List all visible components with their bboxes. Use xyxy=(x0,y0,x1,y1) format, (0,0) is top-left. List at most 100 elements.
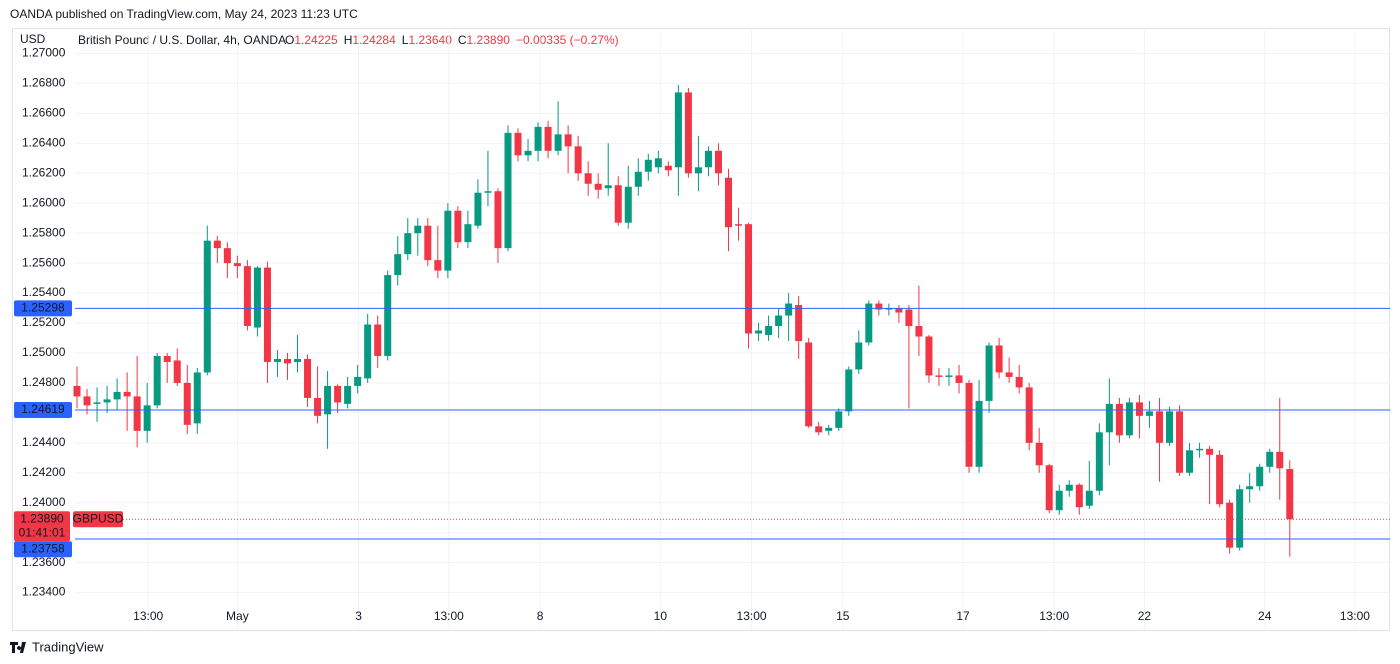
candle-body xyxy=(73,385,81,397)
last-price-box xyxy=(14,511,70,542)
candle-body xyxy=(173,360,181,383)
candle-body xyxy=(1095,432,1103,491)
y-tick-label: 1.26800 xyxy=(22,76,66,90)
candle-body xyxy=(304,358,312,398)
published-note: OANDA published on TradingView.com, May … xyxy=(10,7,358,21)
candle-body xyxy=(684,92,692,174)
candle-body xyxy=(524,150,532,156)
legend-change: −0.00335 (−0.27%) xyxy=(516,33,619,47)
candle-body xyxy=(564,134,572,147)
candle-body xyxy=(554,134,562,151)
candle-body xyxy=(283,358,291,364)
candle-body xyxy=(1015,376,1023,388)
candle-body xyxy=(494,191,502,249)
candle-body xyxy=(1216,454,1224,505)
candle-body xyxy=(1276,451,1284,469)
candle-body xyxy=(223,248,231,264)
candle-body xyxy=(103,399,111,403)
y-tick-label: 1.27000 xyxy=(22,46,66,60)
y-tick-label: 1.25800 xyxy=(22,225,66,239)
candle-body xyxy=(775,315,783,327)
candle-body xyxy=(1186,450,1194,473)
candle-body xyxy=(294,358,302,362)
horizontal-line-label: 1.25298 xyxy=(21,301,65,315)
x-tick-label: 13:00 xyxy=(1340,609,1370,623)
y-tick-label: 1.24800 xyxy=(22,375,66,389)
y-tick-label: 1.25400 xyxy=(22,285,66,299)
candle-body xyxy=(1165,411,1173,443)
candle-body xyxy=(674,92,682,168)
x-tick-label: 13:00 xyxy=(737,609,767,623)
candle-body xyxy=(1206,448,1214,455)
chart-frame xyxy=(12,28,1390,631)
legend-value: 1.24225 xyxy=(294,33,338,47)
candle-body xyxy=(654,158,662,168)
candle-body xyxy=(324,385,332,415)
candle-body xyxy=(875,303,883,310)
footer-logo: TradingView xyxy=(10,639,104,654)
candle-body xyxy=(514,132,522,156)
candle-body xyxy=(724,177,732,228)
candle-body xyxy=(664,165,672,171)
candle-body xyxy=(394,254,402,276)
candle-body xyxy=(694,167,702,174)
legend-key: L xyxy=(402,33,409,47)
candle-body xyxy=(1176,411,1184,473)
y-tick-label: 1.23600 xyxy=(22,555,66,569)
symbol-label: GBPUSD xyxy=(73,511,124,525)
candle-body xyxy=(534,126,542,151)
candle-body xyxy=(233,263,241,267)
y-tick-label: 1.26000 xyxy=(22,195,66,209)
x-tick-label: May xyxy=(226,609,249,623)
candle-body xyxy=(975,400,983,467)
candle-body xyxy=(133,396,141,431)
candle-body xyxy=(955,375,963,383)
y-tick-label: 1.25000 xyxy=(22,345,66,359)
candle-body xyxy=(855,342,863,370)
candle-body xyxy=(614,185,622,223)
candle-body xyxy=(714,150,722,174)
candle-body xyxy=(1256,466,1264,487)
candle-body xyxy=(1065,484,1073,491)
candle-body xyxy=(805,342,813,427)
y-tick-label: 1.24000 xyxy=(22,495,66,509)
candle-body xyxy=(1286,469,1294,520)
candle-body xyxy=(624,186,632,223)
candle-body xyxy=(1115,403,1123,436)
legend-value: 1.23890 xyxy=(467,33,511,47)
candle-body xyxy=(1236,489,1244,548)
y-tick-label: 1.24200 xyxy=(22,465,66,479)
candle-body xyxy=(384,275,392,356)
candle-body xyxy=(93,402,101,404)
x-tick-label: 13:00 xyxy=(434,609,464,623)
candle-body xyxy=(253,267,261,328)
candle-body xyxy=(644,159,652,172)
horizontal-line-box xyxy=(14,300,72,317)
candle-body xyxy=(574,146,582,174)
candle-body xyxy=(925,336,933,376)
candle-body xyxy=(945,375,953,377)
candle-body xyxy=(835,411,843,428)
x-tick-label: 22 xyxy=(1138,609,1152,623)
x-tick-label: 24 xyxy=(1258,609,1272,623)
x-tick-label: 10 xyxy=(654,609,668,623)
x-tick-label: 15 xyxy=(836,609,850,623)
candle-body xyxy=(334,385,342,403)
legend-key: O xyxy=(285,33,294,47)
candle-body xyxy=(464,224,472,243)
candle-body xyxy=(815,426,823,433)
candle-body xyxy=(193,372,201,424)
countdown-label: 01:41:01 xyxy=(19,525,66,539)
candle-body xyxy=(474,192,482,226)
candle-body xyxy=(163,355,171,362)
candle-body xyxy=(594,183,602,190)
y-tick-label: 1.23400 xyxy=(22,585,66,599)
candle-body xyxy=(704,150,712,168)
candle-body xyxy=(845,369,853,412)
candle-body xyxy=(454,210,462,243)
legend-value: 1.24284 xyxy=(352,33,396,47)
horizontal-line-label: 1.23758 xyxy=(21,541,65,555)
y-tick-label: 1.25200 xyxy=(22,315,66,329)
candle-body xyxy=(935,375,943,377)
x-tick-label: 8 xyxy=(537,609,544,623)
